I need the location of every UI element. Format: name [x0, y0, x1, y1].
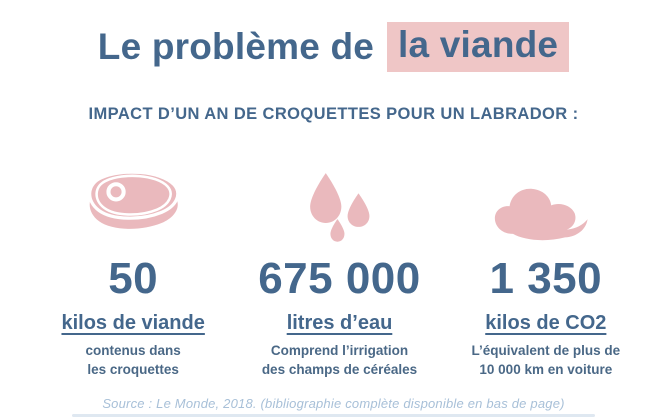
page-title-highlight: la viande — [387, 22, 570, 72]
cloud-icon — [494, 166, 598, 248]
stat-label-co2: kilos de CO2 — [485, 311, 607, 334]
stat-column-water: 675 000 litres d’eau Comprend l’irrigati… — [236, 166, 442, 380]
stat-description-water-line1: Comprend l’irrigation — [270, 342, 409, 358]
page-title: Le problème de la viande — [0, 22, 667, 72]
stat-value-water: 675 000 — [258, 253, 421, 303]
steak-icon — [75, 166, 191, 248]
stat-value-meat: 50 — [108, 253, 159, 303]
page-title-prefix: Le problème de — [97, 25, 375, 67]
stat-label-meat: kilos de viande — [61, 311, 205, 334]
stat-description-water: Comprend l’irrigation des champs de céré… — [262, 341, 417, 380]
stats-row: 50 kilos de viande contenus dans les cro… — [30, 166, 649, 380]
stat-description-water-line2: des champs de céréales — [261, 362, 418, 378]
stat-description-meat-line1: contenus dans — [85, 342, 181, 358]
stat-description-meat: contenus dans les croquettes — [86, 341, 181, 380]
stat-description-meat-line2: les croquettes — [87, 362, 179, 378]
stat-column-meat: 50 kilos de viande contenus dans les cro… — [30, 166, 236, 380]
stat-value-co2: 1 350 — [489, 253, 603, 303]
stat-description-co2-line2: 10 000 km en voiture — [479, 362, 613, 378]
bottom-divider — [72, 414, 595, 417]
subtitle: IMPACT D’UN AN DE CROQUETTES POUR UN LAB… — [88, 104, 579, 123]
source-note: Source : Le Monde, 2018. (bibliographie … — [102, 396, 565, 411]
stat-column-co2: 1 350 kilos de CO2 L’équivalent de plus … — [443, 166, 649, 380]
water-drops-icon — [300, 166, 378, 248]
stat-description-co2: L’équivalent de plus de 10 000 km en voi… — [472, 341, 621, 380]
stat-description-co2-line1: L’équivalent de plus de — [471, 342, 621, 358]
stat-label-water: litres d’eau — [286, 311, 393, 334]
